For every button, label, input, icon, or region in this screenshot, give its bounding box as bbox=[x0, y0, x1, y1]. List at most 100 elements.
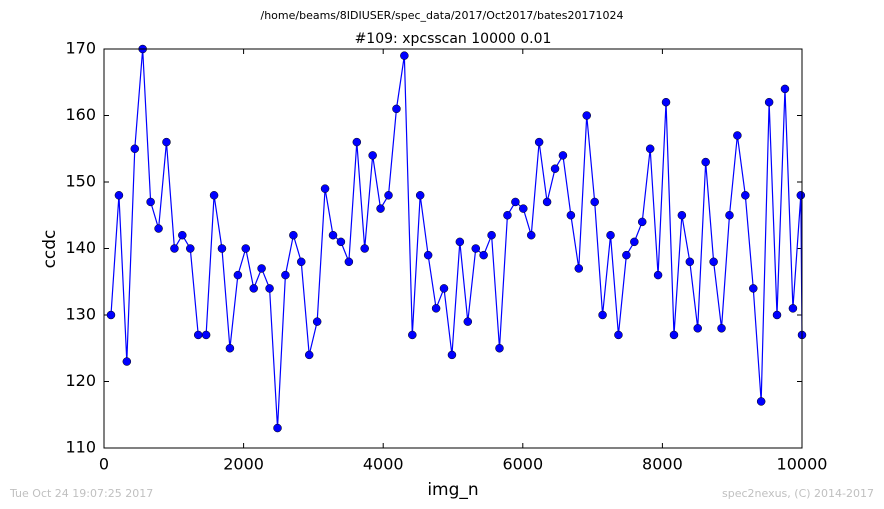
data-point bbox=[400, 51, 409, 60]
data-point bbox=[392, 104, 401, 114]
data-point bbox=[550, 164, 560, 173]
data-point bbox=[709, 257, 718, 267]
data-point bbox=[566, 211, 576, 220]
y-tick-label: 110 bbox=[65, 438, 96, 457]
data-point bbox=[796, 191, 806, 200]
data-point bbox=[431, 304, 441, 313]
data-point bbox=[241, 244, 251, 253]
data-point bbox=[590, 197, 599, 207]
x-tick-label: 10000 bbox=[777, 455, 828, 474]
data-point bbox=[384, 191, 393, 200]
data-point bbox=[186, 244, 195, 253]
data-point bbox=[146, 197, 155, 207]
footer-credit: spec2nexus, (C) 2014-2017 bbox=[722, 487, 874, 500]
data-point bbox=[614, 330, 623, 340]
data-point bbox=[542, 197, 552, 207]
data-point bbox=[630, 237, 639, 247]
data-point bbox=[598, 310, 607, 320]
data-point bbox=[511, 197, 520, 207]
y-tick-label: 130 bbox=[65, 305, 96, 324]
x-tick-label: 6000 bbox=[502, 455, 543, 474]
data-point bbox=[297, 257, 306, 267]
data-point bbox=[336, 237, 346, 247]
data-point bbox=[209, 191, 219, 200]
data-point bbox=[178, 230, 187, 240]
data-point bbox=[653, 270, 663, 280]
data-point bbox=[749, 284, 758, 293]
data-point bbox=[479, 250, 488, 260]
data-point bbox=[114, 191, 124, 200]
x-tick-label: 0 bbox=[99, 455, 109, 474]
data-point bbox=[756, 397, 766, 406]
data-point bbox=[154, 224, 163, 233]
data-point bbox=[344, 257, 354, 267]
data-point bbox=[225, 344, 235, 353]
x-tick-label: 4000 bbox=[363, 455, 404, 474]
data-point bbox=[503, 211, 512, 220]
data-point bbox=[495, 344, 504, 353]
data-point bbox=[669, 330, 679, 340]
data-point bbox=[170, 244, 179, 253]
data-point bbox=[423, 250, 433, 260]
data-point bbox=[534, 137, 544, 147]
data-point bbox=[130, 144, 140, 153]
data-point bbox=[526, 230, 536, 240]
y-tick-label: 170 bbox=[65, 39, 96, 58]
data-point bbox=[415, 191, 425, 200]
data-point bbox=[201, 330, 211, 340]
data-point bbox=[289, 230, 298, 240]
data-point bbox=[304, 350, 314, 360]
data-point bbox=[733, 131, 742, 140]
data-point bbox=[645, 144, 655, 153]
data-point bbox=[162, 137, 171, 147]
data-point bbox=[725, 211, 734, 220]
data-point bbox=[772, 310, 782, 320]
data-point bbox=[368, 151, 377, 160]
data-point bbox=[352, 137, 362, 147]
data-point bbox=[249, 284, 258, 293]
data-point bbox=[217, 244, 227, 253]
y-tick-label: 120 bbox=[65, 371, 96, 390]
data-point bbox=[376, 204, 385, 213]
data-point bbox=[637, 217, 647, 227]
y-tick-label: 160 bbox=[65, 105, 96, 124]
data-point bbox=[257, 264, 266, 273]
data-point bbox=[677, 211, 687, 220]
data-point bbox=[788, 304, 798, 313]
data-point bbox=[741, 191, 750, 200]
y-tick-label: 150 bbox=[65, 172, 96, 191]
data-point bbox=[320, 184, 330, 193]
data-point bbox=[582, 111, 591, 120]
x-tick-label: 2000 bbox=[223, 455, 264, 474]
data-point bbox=[447, 350, 457, 360]
x-axis-label: img_n bbox=[427, 480, 478, 500]
data-point bbox=[717, 324, 726, 333]
chart-title: #109: xpcsscan 10000 0.01 bbox=[355, 31, 552, 47]
data-point bbox=[780, 84, 790, 94]
data-point bbox=[312, 317, 322, 326]
data-point bbox=[360, 244, 369, 253]
data-point bbox=[328, 230, 338, 240]
data-point bbox=[661, 97, 671, 107]
data-point bbox=[455, 237, 465, 247]
footer-timestamp: Tue Oct 24 19:07:25 2017 bbox=[9, 487, 153, 500]
data-point bbox=[764, 97, 774, 107]
data-point bbox=[622, 250, 631, 260]
plot-frame bbox=[103, 48, 803, 449]
data-point bbox=[471, 244, 481, 253]
data-point bbox=[408, 330, 417, 340]
data-point bbox=[693, 324, 702, 333]
data-point bbox=[106, 310, 116, 320]
suptitle: /home/beams/8IDIUSER/spec_data/2017/Oct2… bbox=[261, 9, 624, 22]
data-point bbox=[265, 284, 274, 293]
data-point bbox=[281, 270, 290, 280]
data-point bbox=[558, 151, 568, 160]
data-point bbox=[233, 270, 243, 280]
data-point bbox=[439, 284, 449, 293]
data-point bbox=[273, 423, 282, 433]
y-axis-label: ccdc bbox=[40, 230, 60, 269]
data-point bbox=[193, 330, 203, 340]
x-tick-label: 8000 bbox=[642, 455, 683, 474]
